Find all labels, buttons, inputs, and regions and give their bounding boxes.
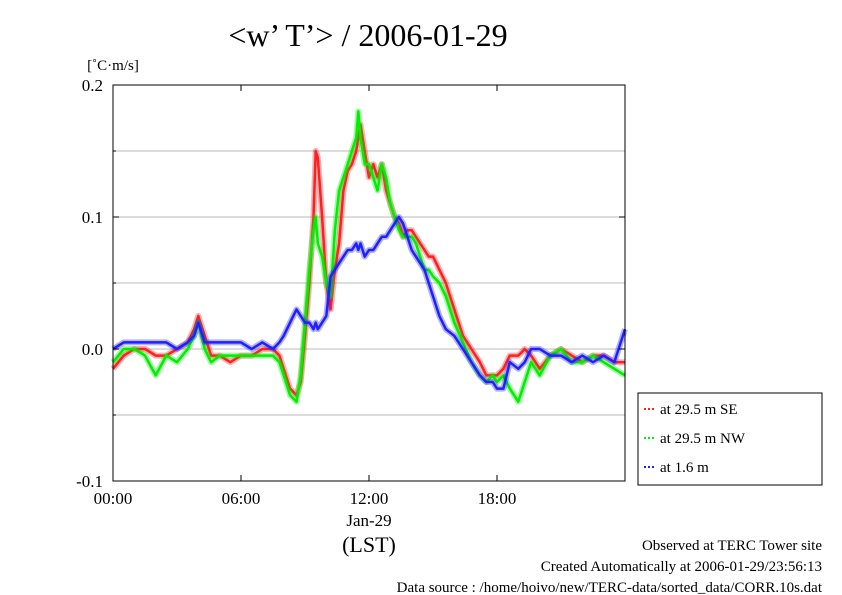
series-line-0 bbox=[112, 123, 625, 397]
gridlines bbox=[113, 150, 625, 416]
tick-marks bbox=[112, 84, 625, 482]
x-tick-label: 12:00 bbox=[350, 489, 389, 508]
x-axis-label: (LST) bbox=[342, 532, 396, 557]
y-tick-label: 0.0 bbox=[82, 340, 103, 359]
footer-site: Observed at TERC Tower site bbox=[642, 538, 822, 554]
legend-label-nw: at 29.5 m NW bbox=[660, 431, 746, 447]
series-line-2 bbox=[112, 215, 627, 390]
footer-created: Created Automatically at 2006-01-29/23:5… bbox=[541, 559, 822, 575]
legend-entry-nw: at 29.5 m NW bbox=[644, 431, 746, 447]
y-axis-unit-label: [˚C·m/s] bbox=[87, 58, 139, 74]
x-tick-label: 00:00 bbox=[94, 489, 133, 508]
legend-label-se: at 29.5 m SE bbox=[660, 402, 738, 418]
series-layer bbox=[110, 108, 628, 405]
legend-entry-low: at 1.6 m bbox=[644, 460, 709, 476]
y-tick-label: -0.1 bbox=[76, 472, 103, 491]
y-tick-label: 0.2 bbox=[82, 76, 103, 95]
legend-box bbox=[637, 392, 823, 486]
series-line-1 bbox=[112, 110, 626, 404]
legend-entry-se: at 29.5 m SE bbox=[644, 402, 738, 418]
x-tick-label: 18:00 bbox=[478, 489, 517, 508]
x-date-label: Jan-29 bbox=[346, 511, 391, 530]
x-tick-label: 06:00 bbox=[222, 489, 261, 508]
y-tick-label: 0.1 bbox=[82, 208, 103, 227]
chart-title: <w’ T’> / 2006-01-29 bbox=[228, 17, 507, 53]
legend-label-low: at 1.6 m bbox=[660, 460, 709, 476]
footer-source: Data source : /home/hoivo/new/TERC-data/… bbox=[397, 580, 823, 595]
